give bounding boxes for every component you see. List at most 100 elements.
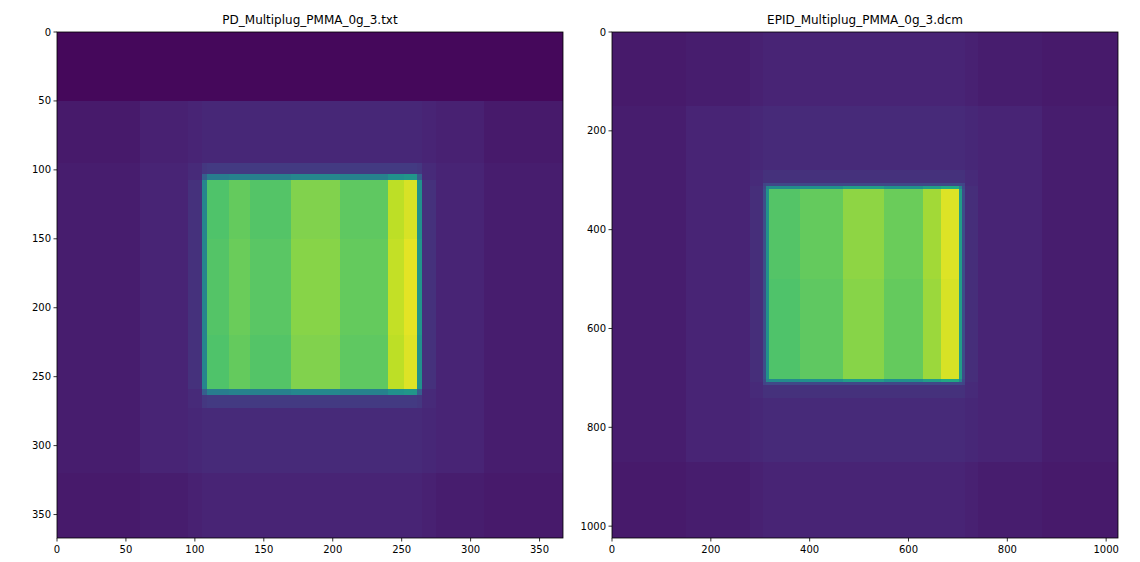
heatmap-cell [843, 462, 884, 538]
heatmap-cell [188, 395, 202, 409]
heatmap-cell [436, 389, 485, 395]
heatmap-cell [965, 106, 978, 171]
heatmap-cell [404, 473, 417, 538]
heatmap-cell [202, 174, 208, 180]
x-tick [401, 538, 402, 542]
heatmap-cell [388, 32, 405, 102]
heatmap-cell [962, 189, 966, 280]
heatmap-cell [250, 101, 292, 164]
heatmap-cell [923, 170, 941, 183]
heatmap-cell [941, 189, 960, 280]
heatmap-cell [422, 389, 436, 395]
heatmap-cell [750, 462, 763, 538]
heatmap-cell [207, 32, 230, 102]
heatmap-cell [140, 101, 189, 164]
x-tick [612, 538, 613, 542]
heatmap-cell [436, 163, 485, 175]
heatmap-cell [188, 174, 202, 180]
heatmap-cell [978, 32, 1043, 107]
heatmap-cell [404, 101, 417, 164]
heatmap-cell [763, 462, 767, 538]
heatmap-cell [188, 180, 202, 240]
heatmap-cell [962, 398, 966, 463]
y-tick [609, 229, 613, 230]
heatmap-cell [484, 180, 563, 240]
heatmap-cell [436, 101, 485, 164]
heatmap-cell [57, 180, 140, 240]
heatmap-cell [923, 106, 941, 171]
heatmap-cell [923, 462, 941, 538]
heatmap-cell [1042, 106, 1118, 171]
heatmap-cell [404, 389, 417, 395]
heatmap-cell [388, 408, 405, 473]
heatmap-cell [422, 180, 436, 240]
heatmap-cell [978, 382, 1043, 386]
heatmap-cell [404, 395, 417, 409]
y-tick [54, 514, 58, 515]
heatmap-cell [207, 389, 230, 395]
heatmap-cell [57, 32, 140, 102]
heatmap-cell [188, 473, 202, 538]
heatmap-cell [417, 395, 423, 409]
heatmap-cell [750, 106, 763, 171]
heatmap-cell [962, 385, 966, 398]
heatmap-cell [436, 32, 485, 102]
heatmap-cell [207, 174, 230, 180]
heatmap-cell [612, 189, 687, 280]
panel-title: PD_Multiplug_PMMA_0g_3.txt [222, 13, 398, 27]
heatmap-cell [250, 180, 292, 240]
heatmap-cell [422, 408, 436, 473]
heatmap-cell [229, 335, 250, 389]
heatmap-cell [340, 389, 389, 395]
heatmap-cell [965, 170, 978, 183]
heatmap-cell [340, 395, 389, 409]
x-tick [263, 538, 264, 542]
heatmap-cell [484, 473, 563, 538]
heatmap-cell [207, 180, 230, 240]
heatmap-cell [417, 473, 423, 538]
heatmap-cell [250, 408, 292, 473]
heatmap-cell [941, 385, 960, 398]
heatmap-cell [207, 473, 230, 538]
heatmap-cell [207, 335, 230, 389]
heatmap-cell [140, 239, 189, 336]
heatmap-cell [417, 180, 423, 240]
heatmap-cell [923, 183, 941, 187]
heatmap-cell [417, 389, 423, 395]
heatmap-cell [422, 32, 436, 102]
heatmap-cell [340, 335, 389, 389]
heatmap-cell [388, 101, 405, 164]
heatmap-cell [1042, 382, 1118, 386]
heatmap-cell [340, 101, 389, 164]
x-tick [470, 538, 471, 542]
heatmap-cell [769, 462, 800, 538]
heatmap-cell [202, 389, 208, 395]
heatmap-cell [422, 174, 436, 180]
axes-frame [612, 32, 1118, 538]
y-tick [609, 328, 613, 329]
heatmap-cell [750, 189, 763, 280]
heatmap-cell [340, 473, 389, 538]
heatmap-cell [207, 408, 230, 473]
heatmap-cell [686, 106, 751, 171]
heatmap-cell [923, 382, 941, 386]
heatmap-cell [800, 189, 844, 280]
y-tick [609, 526, 613, 527]
heatmap-cell [436, 180, 485, 240]
heatmap-cell [612, 279, 687, 379]
heatmap-cell [686, 385, 751, 398]
heatmap-cell [250, 174, 292, 180]
heatmap-cell [229, 32, 250, 102]
heatmap-cell [962, 170, 966, 183]
heatmap-cell [962, 106, 966, 171]
y-tick-label: 800 [587, 422, 606, 433]
heatmap-cell [800, 106, 844, 171]
heatmap-cell [484, 174, 563, 180]
x-tick [125, 538, 126, 542]
heatmap-cell [763, 279, 767, 379]
x-tick [57, 538, 58, 542]
x-tick [1106, 538, 1107, 542]
y-tick [54, 100, 58, 101]
heatmap-cell [884, 385, 924, 398]
heatmap-cell [229, 163, 250, 175]
